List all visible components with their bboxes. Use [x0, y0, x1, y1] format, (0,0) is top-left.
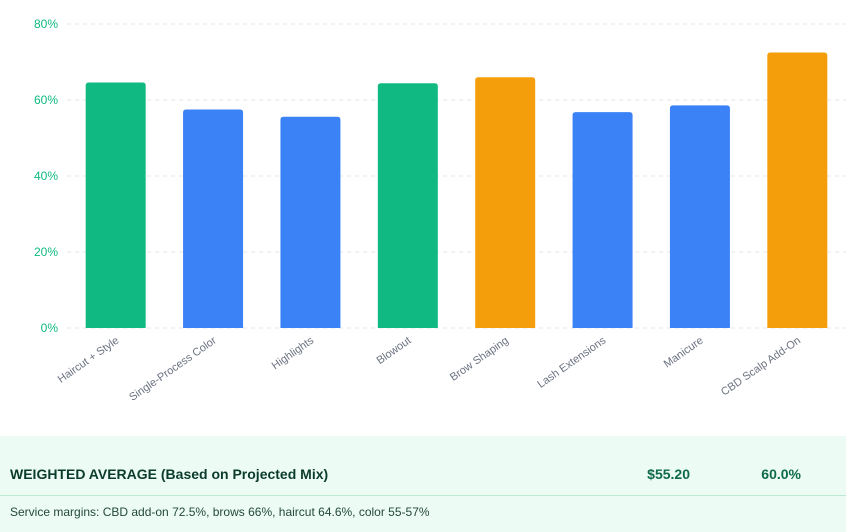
x-category-label: Lash Extensions	[535, 334, 608, 390]
bar	[85, 82, 146, 329]
chart-canvas: 0% 20% 40% 60% 80% Haircut + Style Single-Proc…	[34, 17, 846, 404]
y-tick-label: 20%	[34, 245, 58, 259]
y-tick-label: 60%	[34, 93, 58, 107]
service-margins-note: Service margins: CBD add-on 72.5%, brows…	[10, 505, 430, 519]
bar	[572, 112, 633, 328]
y-tick-label: 80%	[34, 17, 58, 31]
weighted-average-label: WEIGHTED AVERAGE (Based on Projected Mix…	[10, 466, 329, 482]
bar	[767, 52, 828, 328]
y-tick-label: 40%	[34, 169, 58, 183]
x-category-label: Manicure	[662, 335, 706, 371]
bar	[280, 116, 341, 328]
weighted-average-row: WEIGHTED AVERAGE (Based on Projected Mix…	[0, 436, 846, 496]
bar	[669, 105, 730, 328]
x-category-label: Brow Shaping	[448, 335, 511, 384]
x-category-label: CBD Scalp Add-On	[719, 335, 803, 399]
margin-bar-chart: 0% 20% 40% 60% 80% Haircut + Style Single-Proc…	[34, 17, 846, 404]
bar	[475, 77, 536, 328]
weighted-average-price: $55.20	[647, 466, 690, 482]
y-tick-label: 0%	[41, 321, 59, 335]
weighted-average-margin: 60.0%	[761, 466, 801, 482]
x-category-label: Haircut + Style	[56, 335, 122, 386]
bar	[183, 109, 244, 328]
summary-panel: WEIGHTED AVERAGE (Based on Projected Mix…	[0, 436, 846, 532]
x-category-label: Single-Process Color	[127, 334, 219, 403]
bar	[377, 83, 438, 328]
x-category-label: Highlights	[270, 334, 317, 372]
x-category-label: Blowout	[375, 335, 414, 367]
